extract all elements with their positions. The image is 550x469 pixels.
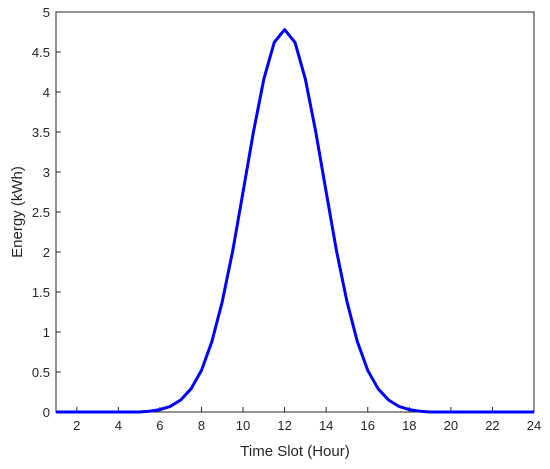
y-tick-label: 1.5 <box>32 285 50 300</box>
y-axis-label: Energy (kWh) <box>9 166 26 258</box>
x-tick-label: 16 <box>361 418 375 433</box>
x-tick-label: 20 <box>444 418 458 433</box>
y-tick-label: 4 <box>43 85 50 100</box>
x-tick-label: 12 <box>277 418 291 433</box>
x-tick-label: 24 <box>527 418 541 433</box>
plot-frame <box>55 11 535 413</box>
y-tick-label: 2.5 <box>32 205 50 220</box>
x-tick-label: 2 <box>73 418 80 433</box>
y-tick-label: 0.5 <box>32 365 50 380</box>
y-tick-label: 2 <box>43 245 50 260</box>
y-tick-label: 5 <box>43 5 50 20</box>
x-tick-label: 18 <box>402 418 416 433</box>
y-tick-label: 3.5 <box>32 125 50 140</box>
x-tick-label: 8 <box>198 418 205 433</box>
x-axis-label: Time Slot (Hour) <box>240 443 349 460</box>
x-tick-label: 6 <box>156 418 163 433</box>
y-tick-label: 3 <box>43 165 50 180</box>
x-tick-label: 14 <box>319 418 333 433</box>
x-tick-label: 10 <box>236 418 250 433</box>
x-tick-label: 22 <box>485 418 499 433</box>
y-tick-label: 4.5 <box>32 45 50 60</box>
data-line <box>56 28 534 414</box>
y-tick-label: 1 <box>43 325 50 340</box>
x-tick-label: 4 <box>115 418 122 433</box>
y-tick-label: 0 <box>43 405 50 420</box>
